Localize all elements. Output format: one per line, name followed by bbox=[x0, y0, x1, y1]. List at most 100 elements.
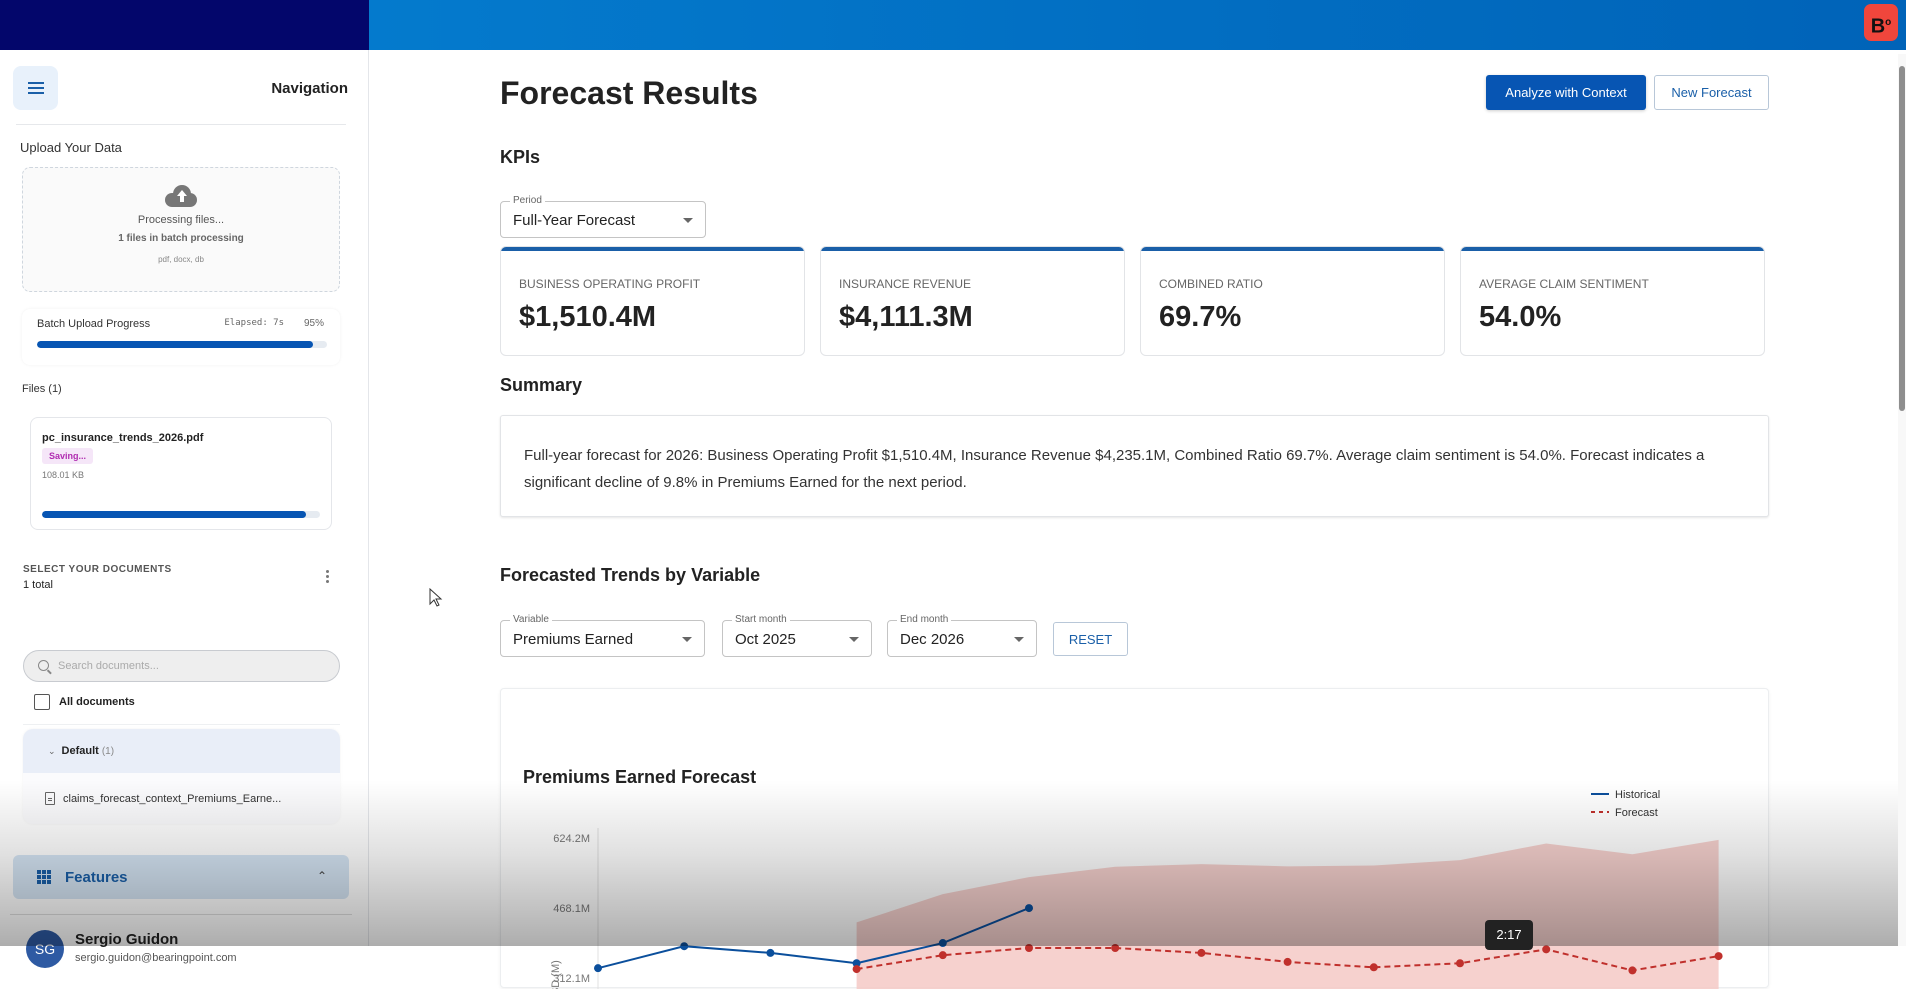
features-accordion[interactable]: Features ⌃ bbox=[13, 855, 349, 899]
sidebar-title: Navigation bbox=[271, 80, 348, 97]
document-search-input[interactable] bbox=[58, 651, 328, 681]
kpi-card-operating-profit: Business Operating Profit $1,510.4M bbox=[500, 246, 805, 356]
data-point-historical bbox=[766, 948, 775, 957]
top-app-bar: Bo bbox=[0, 0, 1906, 50]
brand-logo[interactable]: Bo bbox=[1864, 4, 1898, 41]
y-tick-label: 468.1M bbox=[553, 903, 590, 915]
user-email: sergio.guidon@bearingpoint.com bbox=[75, 952, 237, 964]
menu-toggle-button[interactable] bbox=[13, 66, 58, 110]
chart-card: Premiums Earned Forecast 624.2M 468.1M 312… bbox=[500, 688, 1769, 989]
divider bbox=[23, 724, 340, 725]
data-point-forecast bbox=[1025, 943, 1033, 952]
start-month-select[interactable]: Start month Oct 2025 bbox=[722, 614, 872, 657]
end-month-label: End month bbox=[897, 614, 952, 625]
data-point-historical bbox=[594, 964, 602, 973]
analyze-with-context-button[interactable]: Analyze with Context bbox=[1486, 75, 1646, 110]
file-name: pc_insurance_trends_2026.pdf bbox=[42, 432, 204, 444]
chevron-down-icon: ⌄ bbox=[48, 745, 56, 756]
features-label: Features bbox=[65, 868, 128, 886]
kpi-card-insurance-revenue: Insurance Revenue $4,111.3M bbox=[820, 246, 1125, 356]
summary-text: Full-year forecast for 2026: Business Op… bbox=[524, 447, 1705, 491]
file-status-badge: Saving... bbox=[42, 448, 94, 464]
kpi-value: 54.0% bbox=[1479, 301, 1562, 333]
documents-total: 1 total bbox=[23, 579, 53, 591]
file-card: pc_insurance_trends_2026.pdf Saving... 1… bbox=[30, 417, 332, 530]
dropzone-status: Processing files... bbox=[137, 214, 225, 226]
cloud-upload-icon bbox=[165, 185, 197, 207]
divider bbox=[10, 914, 352, 915]
document-icon bbox=[45, 792, 55, 805]
variable-select[interactable]: Variable Premiums Earned bbox=[500, 614, 705, 657]
data-point-forecast bbox=[1369, 963, 1378, 972]
more-options-icon[interactable] bbox=[322, 570, 332, 586]
dropdown-caret-icon bbox=[682, 637, 692, 642]
sidebar: Navigation Upload Your Data Processing f… bbox=[0, 50, 369, 968]
kpi-label: Average Claim Sentiment bbox=[1479, 277, 1649, 291]
legend-label: Historical bbox=[1615, 789, 1660, 801]
end-month-select[interactable]: End month Dec 2026 bbox=[887, 614, 1037, 657]
kpis-section-title: KPIs bbox=[500, 147, 541, 167]
scrollbar-thumb[interactable] bbox=[1899, 66, 1905, 411]
confidence-band bbox=[856, 839, 1719, 989]
data-point-forecast bbox=[1542, 945, 1551, 954]
divider bbox=[16, 124, 346, 125]
chart-title: Premiums Earned Forecast bbox=[523, 767, 757, 787]
main-content: Forecast Results Analyze with Context Ne… bbox=[370, 50, 1906, 989]
period-select[interactable]: Period Full-Year Forecast bbox=[500, 195, 706, 238]
group-count: (1) bbox=[101, 745, 115, 757]
user-name: Sergio Guidon bbox=[75, 931, 179, 948]
document-group-header[interactable]: ⌄ Default (1) bbox=[23, 729, 340, 773]
new-forecast-button[interactable]: New Forecast bbox=[1654, 75, 1769, 110]
user-avatar[interactable]: SG bbox=[26, 930, 64, 968]
files-count-label: Files (1) bbox=[22, 383, 62, 395]
start-month-label: Start month bbox=[732, 614, 790, 625]
group-name: Default bbox=[61, 745, 99, 757]
batch-progress-bar bbox=[37, 341, 327, 348]
batch-progress-label: Batch Upload Progress bbox=[37, 318, 151, 330]
reset-filters-button[interactable]: RESET bbox=[1053, 622, 1128, 656]
data-point-forecast bbox=[1456, 959, 1464, 968]
data-point-historical bbox=[1025, 904, 1033, 913]
page-title: Forecast Results bbox=[500, 75, 758, 111]
document-list-item[interactable]: claims_forecast_context_Premiums_Earne..… bbox=[23, 773, 340, 824]
kpi-card-combined-ratio: Combined Ratio 69.7% bbox=[1140, 246, 1445, 356]
data-point-historical bbox=[680, 942, 689, 951]
kpi-label: Insurance Revenue bbox=[839, 277, 972, 291]
dropdown-caret-icon bbox=[683, 218, 693, 223]
file-progress-fill bbox=[42, 511, 307, 518]
batch-percent: 95% bbox=[303, 318, 324, 329]
batch-progress-card: Batch Upload Progress Elapsed: 7s 95% bbox=[22, 309, 340, 365]
variable-select-label: Variable bbox=[510, 614, 552, 625]
kpi-value: $4,111.3M bbox=[839, 301, 973, 333]
variable-select-value: Premiums Earned bbox=[513, 631, 634, 648]
batch-progress-fill bbox=[37, 341, 313, 348]
documents-section-title: SELECT YOUR DOCUMENTS bbox=[23, 564, 172, 575]
apps-grid-icon bbox=[37, 870, 51, 884]
data-point-forecast bbox=[1628, 966, 1637, 975]
document-search bbox=[23, 650, 340, 682]
file-progress-bar bbox=[42, 511, 320, 518]
summary-section-title: Summary bbox=[500, 375, 583, 395]
data-point-forecast bbox=[1283, 957, 1292, 966]
legend-label: Forecast bbox=[1615, 807, 1658, 819]
file-dropzone[interactable]: Processing files... 1 files in batch pro… bbox=[22, 167, 340, 292]
end-month-value: Dec 2026 bbox=[900, 631, 965, 648]
dropzone-formats: pdf, docx, db bbox=[158, 255, 204, 264]
brand-logo-sup: o bbox=[1885, 17, 1892, 28]
file-size: 108.01 KB bbox=[42, 470, 85, 480]
chevron-up-icon: ⌃ bbox=[316, 869, 327, 883]
all-documents-checkbox[interactable] bbox=[34, 694, 50, 710]
kpi-value: $1,510.4M bbox=[519, 301, 657, 333]
all-documents-checkbox-row[interactable]: All documents bbox=[34, 694, 135, 710]
document-name: claims_forecast_context_Premiums_Earne..… bbox=[63, 792, 282, 805]
top-bar-sidebar-segment bbox=[0, 0, 369, 50]
hamburger-icon bbox=[27, 87, 44, 89]
page-scrollbar[interactable] bbox=[1898, 54, 1906, 946]
summary-box: Full-year forecast for 2026: Business Op… bbox=[500, 415, 1769, 517]
upload-section-title: Upload Your Data bbox=[20, 140, 122, 155]
search-icon bbox=[38, 660, 49, 671]
period-select-label: Period bbox=[510, 195, 545, 206]
dropzone-detail: 1 files in batch processing bbox=[118, 233, 244, 244]
video-timestamp: 2:17 bbox=[1485, 920, 1533, 950]
